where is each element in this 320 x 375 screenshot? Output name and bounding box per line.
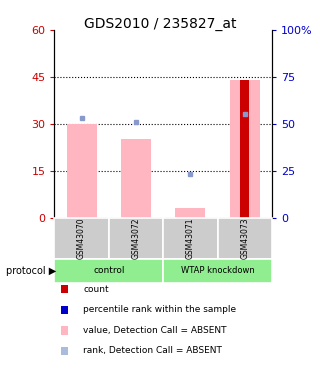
Text: value, Detection Call = ABSENT: value, Detection Call = ABSENT: [83, 326, 227, 335]
Text: protocol ▶: protocol ▶: [6, 266, 57, 276]
Text: percentile rank within the sample: percentile rank within the sample: [83, 305, 236, 314]
Text: rank, Detection Call = ABSENT: rank, Detection Call = ABSENT: [83, 346, 222, 355]
Text: GSM43073: GSM43073: [240, 217, 249, 259]
Text: WTAP knockdown: WTAP knockdown: [181, 266, 254, 275]
Bar: [240, 80, 249, 218]
Text: GSM43070: GSM43070: [77, 217, 86, 259]
Text: count: count: [83, 285, 109, 294]
Bar: [175, 208, 205, 218]
Bar: [121, 140, 151, 218]
Text: GSM43071: GSM43071: [186, 217, 195, 259]
Bar: [67, 124, 97, 218]
Text: GDS2010 / 235827_at: GDS2010 / 235827_at: [84, 17, 236, 31]
Text: GSM43072: GSM43072: [132, 217, 140, 259]
Text: control: control: [93, 266, 124, 275]
Bar: [230, 80, 260, 218]
